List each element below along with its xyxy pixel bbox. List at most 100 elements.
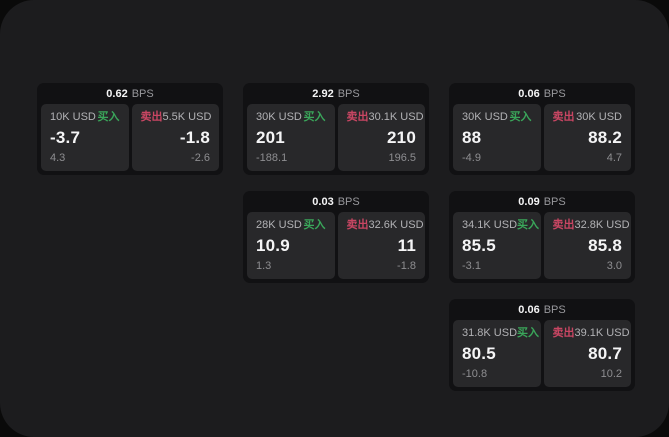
quote-card: 0.06 BPS 31.8K USD 买入 80.5 -10.8 卖出 39.1… — [449, 299, 635, 391]
sell-amount: 5.5K USD — [162, 111, 212, 123]
sell-price: 85.8 — [588, 236, 622, 255]
buy-tile-top: 10K USD 买入 — [50, 111, 120, 123]
sell-sub-value: 196.5 — [388, 152, 416, 164]
quote-card: 2.92 BPS 30K USD 买入 201 -188.1 卖出 30.1K … — [243, 83, 429, 175]
sell-tile-top: 卖出 30.1K USD — [346, 111, 424, 123]
buy-price: 80.5 — [462, 344, 496, 363]
sell-tile-top: 卖出 39.1K USD — [552, 327, 630, 339]
quote-card: 0.03 BPS 28K USD 买入 10.9 1.3 卖出 32.6K US… — [243, 191, 429, 283]
bps-unit-label: BPS — [337, 87, 360, 100]
sell-sub-value: 3.0 — [606, 260, 622, 272]
card-body: 34.1K USD 买入 85.5 -3.1 卖出 32.8K USD 85.8… — [449, 212, 635, 283]
sell-tile-top: 卖出 32.6K USD — [346, 219, 424, 231]
bps-value: 0.06 — [518, 303, 540, 316]
buy-tile-top: 31.8K USD 买入 — [462, 327, 539, 339]
sell-sub-value: 4.7 — [606, 152, 622, 164]
buy-tile[interactable]: 10K USD 买入 -3.7 4.3 — [41, 104, 129, 171]
buy-sub-value: 1.3 — [256, 260, 272, 272]
bps-value: 0.03 — [312, 195, 334, 208]
buy-sub-value: -4.9 — [462, 152, 481, 164]
card-header: 0.09 BPS — [449, 191, 635, 212]
buy-price: 10.9 — [256, 236, 290, 255]
buy-amount: 28K USD — [256, 219, 302, 231]
buy-tile[interactable]: 31.8K USD 买入 80.5 -10.8 — [453, 320, 541, 387]
buy-side-label: 买入 — [517, 327, 540, 339]
sell-price: 80.7 — [588, 344, 622, 363]
sell-amount: 32.8K USD — [574, 219, 630, 231]
sell-tile[interactable]: 卖出 5.5K USD -1.8 -2.6 — [131, 104, 219, 171]
quote-card: 0.09 BPS 34.1K USD 买入 85.5 -3.1 卖出 32.8K… — [449, 191, 635, 283]
sell-tile[interactable]: 卖出 30.1K USD 210 196.5 — [337, 104, 425, 171]
sell-side-label: 卖出 — [140, 111, 163, 123]
bps-unit-label: BPS — [543, 303, 566, 316]
card-header: 0.06 BPS — [449, 83, 635, 104]
quote-card: 0.06 BPS 30K USD 买入 88 -4.9 卖出 30K USD 8… — [449, 83, 635, 175]
sell-sub-value: 10.2 — [600, 368, 622, 380]
card-header: 0.03 BPS — [243, 191, 429, 212]
quote-card: 0.62 BPS 10K USD 买入 -3.7 4.3 卖出 5.5K USD… — [37, 83, 223, 175]
buy-sub-value: -10.8 — [462, 368, 488, 380]
card-header: 2.92 BPS — [243, 83, 429, 104]
buy-side-label: 买入 — [517, 219, 540, 231]
bps-value: 2.92 — [312, 87, 334, 100]
bps-unit-label: BPS — [543, 87, 566, 100]
sell-side-label: 卖出 — [552, 327, 575, 339]
card-body: 30K USD 买入 201 -188.1 卖出 30.1K USD 210 1… — [243, 104, 429, 175]
bps-value: 0.06 — [518, 87, 540, 100]
card-body: 31.8K USD 买入 80.5 -10.8 卖出 39.1K USD 80.… — [449, 320, 635, 391]
buy-price: 85.5 — [462, 236, 496, 255]
buy-side-label: 买入 — [509, 111, 532, 123]
cards-grid: 0.62 BPS 10K USD 买入 -3.7 4.3 卖出 5.5K USD… — [37, 83, 635, 391]
buy-tile[interactable]: 30K USD 买入 88 -4.9 — [453, 104, 541, 171]
buy-amount: 30K USD — [462, 111, 508, 123]
sell-side-label: 卖出 — [346, 219, 369, 231]
sell-side-label: 卖出 — [552, 219, 575, 231]
bps-unit-label: BPS — [543, 195, 566, 208]
buy-amount: 30K USD — [256, 111, 302, 123]
buy-amount: 10K USD — [50, 111, 96, 123]
buy-price: 201 — [256, 128, 285, 147]
buy-price: 88 — [462, 128, 482, 147]
sell-amount: 30.1K USD — [368, 111, 424, 123]
sell-amount: 32.6K USD — [368, 219, 424, 231]
sell-price: 88.2 — [588, 128, 622, 147]
bps-unit-label: BPS — [131, 87, 154, 100]
bps-unit-label: BPS — [337, 195, 360, 208]
buy-tile[interactable]: 28K USD 买入 10.9 1.3 — [247, 212, 335, 279]
sell-tile-top: 卖出 32.8K USD — [552, 219, 630, 231]
buy-price: -3.7 — [50, 128, 81, 147]
sell-sub-value: -1.8 — [397, 260, 416, 272]
sell-tile[interactable]: 卖出 39.1K USD 80.7 10.2 — [543, 320, 631, 387]
buy-sub-value: -3.1 — [462, 260, 481, 272]
sell-price: -1.8 — [179, 128, 210, 147]
sell-side-label: 卖出 — [552, 111, 575, 123]
card-header: 0.06 BPS — [449, 299, 635, 320]
buy-tile[interactable]: 34.1K USD 买入 85.5 -3.1 — [453, 212, 541, 279]
card-body: 28K USD 买入 10.9 1.3 卖出 32.6K USD 11 -1.8 — [243, 212, 429, 283]
sell-price: 210 — [387, 128, 416, 147]
buy-tile[interactable]: 30K USD 买入 201 -188.1 — [247, 104, 335, 171]
sell-amount: 39.1K USD — [574, 327, 630, 339]
buy-amount: 31.8K USD — [462, 327, 518, 339]
sell-tile[interactable]: 卖出 32.8K USD 85.8 3.0 — [543, 212, 631, 279]
sell-side-label: 卖出 — [346, 111, 369, 123]
card-body: 30K USD 买入 88 -4.9 卖出 30K USD 88.2 4.7 — [449, 104, 635, 175]
buy-tile-top: 34.1K USD 买入 — [462, 219, 539, 231]
buy-sub-value: 4.3 — [50, 152, 66, 164]
buy-side-label: 买入 — [303, 219, 326, 231]
card-header: 0.62 BPS — [37, 83, 223, 104]
sell-sub-value: -2.6 — [191, 152, 210, 164]
buy-tile-top: 30K USD 买入 — [462, 111, 532, 123]
buy-side-label: 买入 — [97, 111, 120, 123]
sell-tile[interactable]: 卖出 30K USD 88.2 4.7 — [543, 104, 631, 171]
sell-tile[interactable]: 卖出 32.6K USD 11 -1.8 — [337, 212, 425, 279]
buy-side-label: 买入 — [303, 111, 326, 123]
sell-price: 11 — [397, 236, 416, 255]
bps-value: 0.09 — [518, 195, 540, 208]
card-body: 10K USD 买入 -3.7 4.3 卖出 5.5K USD -1.8 -2.… — [37, 104, 223, 175]
sell-tile-top: 卖出 5.5K USD — [140, 111, 212, 123]
buy-tile-top: 28K USD 买入 — [256, 219, 326, 231]
buy-sub-value: -188.1 — [256, 152, 288, 164]
bps-value: 0.62 — [106, 87, 128, 100]
